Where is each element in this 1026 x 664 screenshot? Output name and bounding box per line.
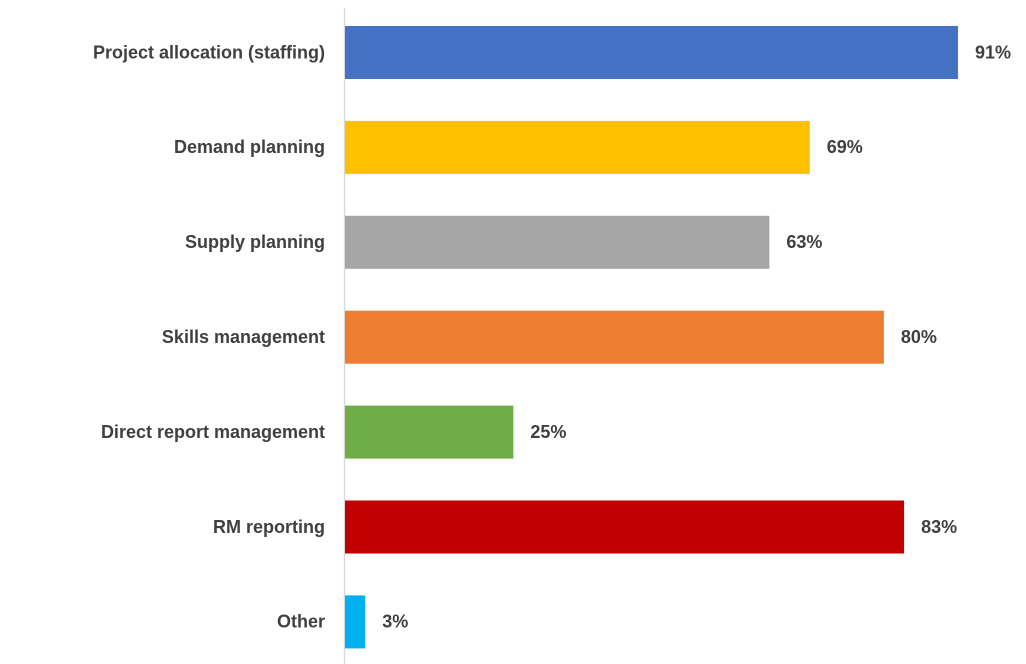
bar (345, 120, 810, 174)
data-label: 63% (786, 232, 822, 252)
category-label: Other (277, 612, 325, 632)
bar (345, 215, 770, 269)
bar (345, 595, 366, 649)
data-label: 91% (975, 42, 1011, 62)
data-label: 3% (382, 612, 408, 632)
bar (345, 310, 884, 364)
category-label: RM reporting (213, 517, 325, 537)
category-label: Demand planning (174, 137, 325, 157)
category-label: Supply planning (185, 232, 325, 252)
data-label: 80% (901, 327, 937, 347)
category-label: Project allocation (staffing) (93, 42, 325, 62)
data-label: 25% (530, 422, 566, 442)
bar (345, 500, 905, 554)
bar (345, 26, 958, 79)
category-label: Skills management (162, 327, 325, 347)
category-label: Direct report management (101, 422, 325, 442)
data-label: 83% (921, 517, 957, 537)
bar (345, 405, 514, 459)
data-label: 69% (827, 137, 863, 157)
